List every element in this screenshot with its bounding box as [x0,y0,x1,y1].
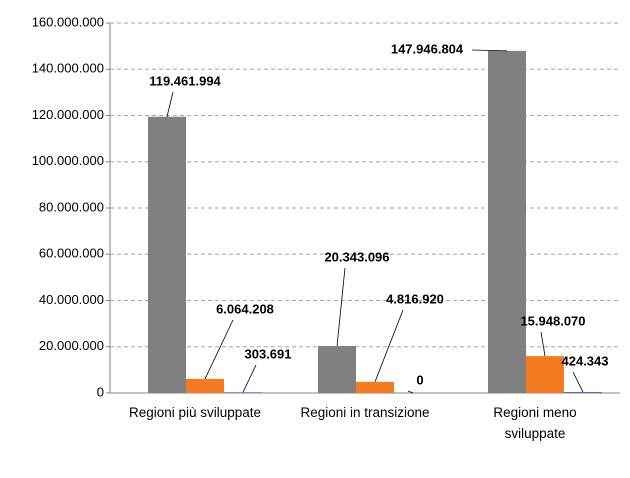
data-label: 303.691 [245,346,292,361]
data-label: 15.948.070 [520,313,585,328]
data-label: 6.064.208 [216,301,274,316]
leader-line [204,319,234,380]
x-tick-label: Regioni in transizione [300,405,430,420]
bar [224,392,262,393]
bar [526,356,564,393]
leader-line [374,309,404,383]
leader-line [407,390,414,394]
data-label: 0 [416,372,423,387]
x-tick-label: Regioni più sviluppate [128,405,262,420]
data-label: 119.461.994 [149,73,221,88]
bar [318,345,356,393]
data-label: 20.343.096 [324,249,389,264]
y-tick-label: 100.000.000 [32,153,104,168]
y-tick-label: 80.000.000 [39,199,104,214]
x-tick-label: Regioni meno sviluppate [493,405,577,441]
bar [488,50,526,393]
bar [148,116,186,393]
leader-line [242,364,257,393]
leader-line [166,91,174,117]
y-tick-label: 60.000.000 [39,246,104,261]
leader-line [540,331,546,357]
data-label: 147.946.804 [391,41,464,56]
bar [186,378,224,393]
data-label: 424.343 [562,353,609,368]
bar [564,392,602,393]
y-tick-label: 120.000.000 [32,107,104,122]
y-tick-label: 40.000.000 [39,292,104,307]
y-tick-label: 20.000.000 [39,338,104,353]
y-tick-label: 160.000.000 [32,14,104,29]
data-label: 4.816.920 [386,291,444,306]
bar [356,381,394,393]
leader-line [572,371,584,393]
y-tick-label: 140.000.000 [32,61,104,76]
leader-line [336,267,346,346]
leader-line [471,49,508,52]
y-tick-label: 0 [97,384,104,399]
